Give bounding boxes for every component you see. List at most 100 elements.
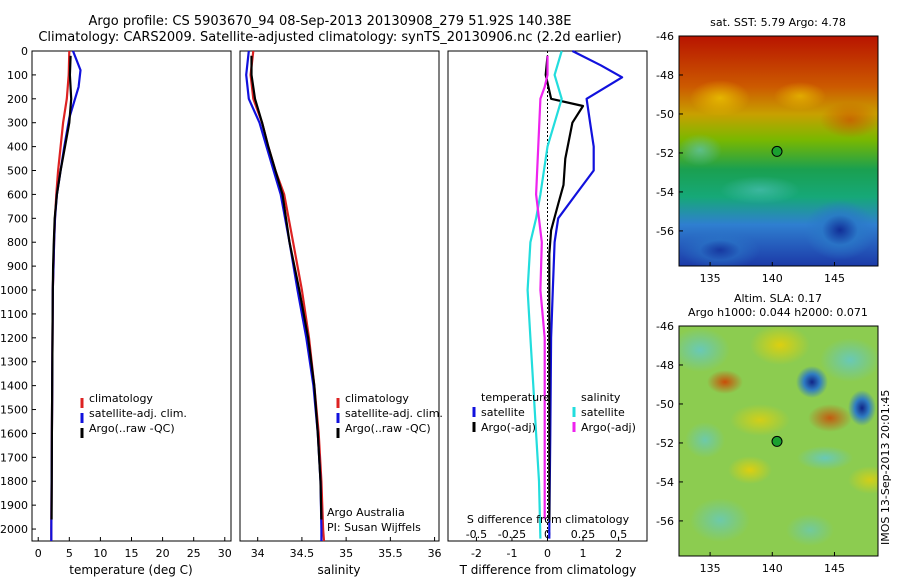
sst-map-image [679,36,878,266]
sst-map-title: sat. SST: 5.79 Argo: 4.78 [710,16,846,29]
difference-panel: -2 -1 0 1 2 -0.5 -0.25 0 0.25 0.5 S difference fr… [447,50,648,577]
lon-tick-label: 145 [824,272,845,285]
depth-tick-label: 600 [7,188,28,201]
legend-label-satellite: satellite-adj. clim. [89,407,187,420]
salinity-legend: climatology satellite-adj. clim. Argo(..… [336,392,443,438]
depth-tick-label: 400 [7,141,28,154]
x-tick-label: 34 [251,547,265,560]
series-line-salinity-argo-adj- [534,55,549,520]
depth-tick-label: 100 [7,69,28,82]
legend-label-argo: Argo(..raw -QC) [345,422,431,435]
lon-tick-label: 135 [700,272,721,285]
legend-temperature-title: temperature [481,391,550,404]
series-line-temperature-argo-adj- [544,55,585,520]
temperature-xlabel: temperature (deg C) [69,563,192,577]
lat-tick-label: -52 [656,147,674,160]
depth-tick-label: 1900 [0,499,28,512]
legend-label-argo: Argo(..raw -QC) [89,422,175,435]
x-tick-label: 5 [66,547,73,560]
series-line-temperature-satellite [548,50,624,539]
sla-map-frame [678,325,879,557]
depth-tick-label: 800 [7,236,28,249]
depth-tick-label: 1100 [0,308,28,321]
depth-tick-label: 900 [7,260,28,273]
figure-title-line2: Climatology: CARS2009. Satellite-adjuste… [38,30,622,45]
depth-tick-label: 1200 [0,332,28,345]
depth-tick-label: 200 [7,93,28,106]
difference-legend: temperature salinity satellite Argo(-adj… [472,391,636,434]
sla-map-axes: -46 -48 -50 -52 -54 -56 135 140 145 [656,320,845,575]
lat-tick-label: -56 [656,225,674,238]
credit-line1: Argo Australia [327,506,405,519]
series-line-argo-raw-qc- [50,55,73,520]
argo-location-marker [771,145,783,157]
credit-line2: PI: Susan Wijffels [327,521,421,534]
s-tick-label: 0.5 [610,528,628,541]
depth-tick-label: 1300 [0,356,28,369]
lat-tick-label: -52 [656,437,674,450]
legend-label-s-satellite: satellite [581,406,625,419]
legend-label-climatology: climatology [89,392,153,405]
x-tick-label: 35.5 [378,547,403,560]
sst-map-axes: -46 -48 -50 -52 -54 -56 135 140 145 [656,30,845,285]
x-tick-label: -2 [471,547,482,560]
sst-map-panel: sat. SST: 5.79 Argo: 4.78 -46 -48 -50 -52 -5… [656,16,879,285]
lat-tick-label: -48 [656,69,674,82]
x-tick-label: 15 [125,547,139,560]
difference-x-ticks: -2 -1 0 1 2 -0.5 -0.25 0 0.25 0.5 [466,528,628,560]
x-tick-label: 0 [544,547,551,560]
x-tick-label: 36 [428,547,442,560]
depth-axis: 0 100 200 300 400 500 600 700 800 900 1000 1100 1200… [0,45,452,536]
salinity-series [245,50,326,542]
legend-label-climatology: climatology [345,392,409,405]
depth-tick-label: 2000 [0,523,28,536]
argo-location-marker [771,435,783,447]
depth-tick-label: 1400 [0,380,28,393]
legend-label-t-satellite: satellite [481,406,525,419]
lat-tick-label: -48 [656,359,674,372]
temperature-series [50,50,82,541]
x-tick-label: -1 [506,547,517,560]
temperature-x-ticks: 0 5 10 15 20 25 30 [35,537,232,560]
difference-series [526,50,624,539]
depth-tick-label: 1800 [0,475,28,488]
depth-tick-label: 1500 [0,404,28,417]
x-tick-label: 1 [580,547,587,560]
s-tick-label: 0 [544,528,551,541]
depth-tick-label: 700 [7,212,28,225]
x-tick-label: 10 [93,547,107,560]
side-timestamp: IMOS 13-Sep-2013 20:01:45 [879,390,892,545]
x-tick-label: 30 [218,547,232,560]
series-line-salinity-satellite [526,50,563,539]
legend-label-t-argo: Argo(-adj) [481,421,536,434]
x-tick-label: 34.5 [290,547,315,560]
lat-tick-label: -50 [656,108,674,121]
legend-label-satellite: satellite-adj. clim. [345,407,443,420]
x-tick-label: 20 [156,547,170,560]
sla-map-title2: Argo h1000: 0.044 h2000: 0.071 [688,306,868,319]
x-tick-label: 35 [339,547,353,560]
salinity-xlabel: salinity [317,563,360,577]
depth-tick-label: 0 [21,45,28,58]
x-tick-label: 25 [187,547,201,560]
lon-tick-label: 135 [700,562,721,575]
depth-tick-label: 1700 [0,451,28,464]
x-tick-label: 2 [615,547,622,560]
temperature-legend: climatology satellite-adj. clim. Argo(..… [80,392,187,438]
depth-tick-label: 1000 [0,284,28,297]
s-tick-label: -0.25 [498,528,526,541]
legend-salinity-title: salinity [581,391,621,404]
series-line-argo-raw-qc- [250,55,323,520]
s-tick-label: -0.5 [466,528,487,541]
depth-tick-label: 500 [7,165,28,178]
sst-map-frame [678,35,879,267]
salinity-panel: 34 34.5 35 35.5 36 salinity climatology sate… [239,50,443,577]
salinity-axes-box [239,50,440,542]
sla-map-panel: Altim. SLA: 0.17 Argo h1000: 0.044 h2000… [656,292,879,575]
s-tick-label: 0.25 [571,528,596,541]
salinity-x-ticks: 34 34.5 35 35.5 36 [251,537,442,560]
lon-tick-label: 140 [762,562,783,575]
figure-title-line1: Argo profile: CS 5903670_94 08-Sep-2013 … [88,14,572,29]
lat-tick-label: -46 [656,30,674,43]
